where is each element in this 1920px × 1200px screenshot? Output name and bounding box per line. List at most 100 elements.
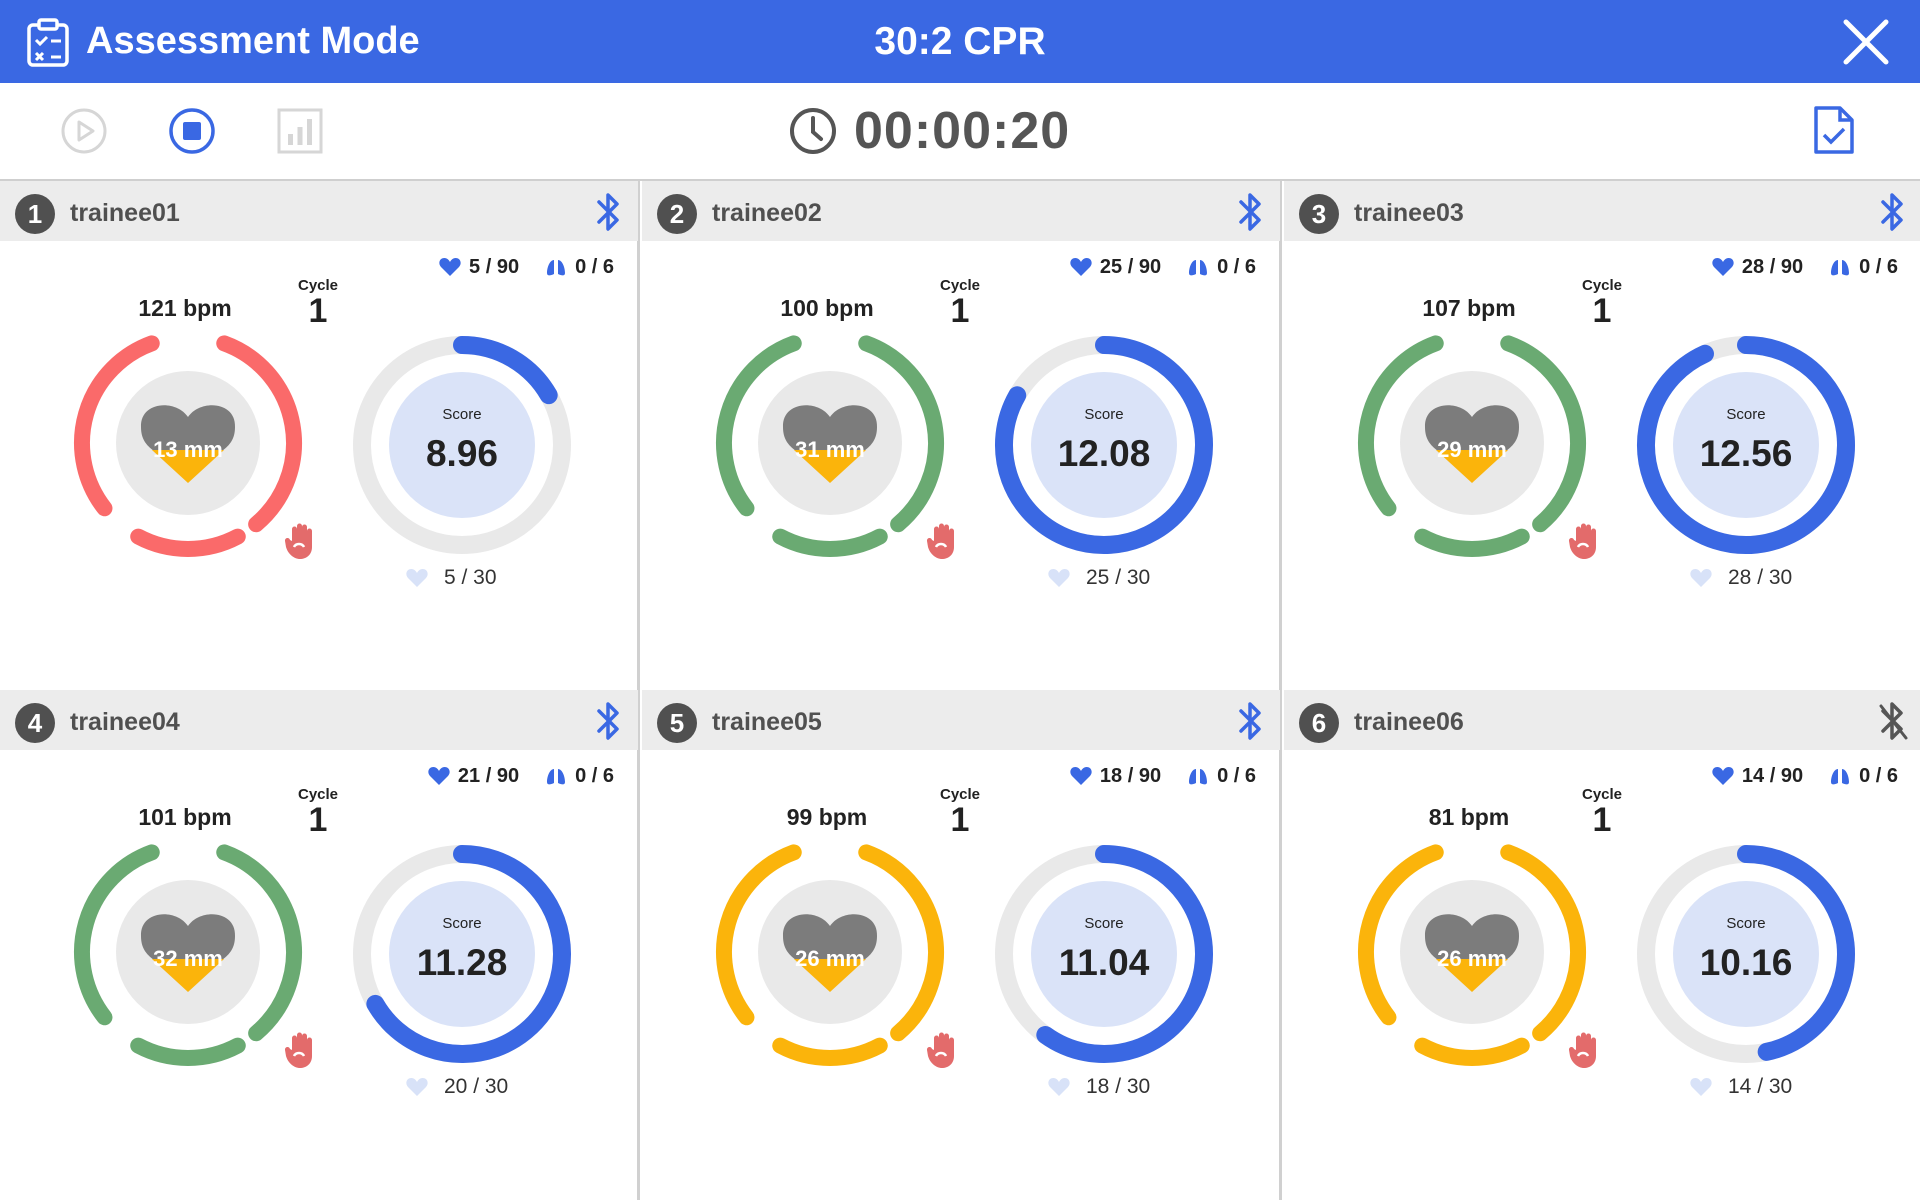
score-gauge	[995, 336, 1213, 554]
bluetooth-icon[interactable]	[1236, 700, 1266, 742]
rate-bpm: 101 bpm	[138, 804, 232, 830]
score-inner-circle	[389, 372, 535, 518]
stop-icon[interactable]	[168, 107, 216, 155]
ventilations-stat: 0 / 6	[1829, 765, 1898, 788]
trainee-header[interactable]: 2 trainee02	[642, 181, 1280, 241]
rate-arc-segment	[1358, 335, 1444, 517]
compressions-stat: 28 / 90	[1712, 256, 1803, 279]
cycle-compressions: 28 / 30	[1690, 566, 1792, 590]
rate-bpm: 121 bpm	[138, 295, 232, 321]
title-bar: Assessment Mode 30:2 CPR	[0, 0, 1920, 83]
ventilations-count: 0 / 6	[1859, 764, 1898, 787]
rate-arc-segment	[1500, 335, 1586, 533]
trainee-header[interactable]: 3 trainee03	[1284, 181, 1920, 241]
rate-depth-gauge	[74, 335, 302, 557]
bluetooth-icon[interactable]	[594, 700, 624, 742]
rate-depth-gauge	[716, 844, 944, 1066]
rate-arc-segment	[772, 1037, 888, 1066]
trainee-panel: 6 trainee06 14 / 90 0 / 6 Cycle 1 81 bpm 26 mm S…	[1284, 690, 1920, 1197]
depth-indicator-triangle	[1436, 450, 1508, 483]
score-label: Score	[442, 915, 482, 932]
compressions-count: 5 / 90	[469, 255, 520, 278]
cpr-mode-label: 30:2 CPR	[874, 20, 1046, 63]
score-label: Score	[1084, 915, 1124, 932]
heart-outline-icon	[406, 1078, 428, 1096]
timer-value: 00:00:20	[854, 102, 1071, 160]
rate-arc-segment	[216, 335, 302, 533]
rate-bpm: 99 bpm	[786, 804, 868, 830]
heart-icon	[1070, 767, 1092, 785]
bluetooth-icon[interactable]	[594, 191, 624, 233]
hand-position-icon	[926, 1032, 954, 1068]
compression-ventilation-stats: 18 / 90 0 / 6	[1044, 762, 1256, 790]
ventilations-stat: 0 / 6	[1187, 765, 1256, 788]
rate-depth-gauge	[716, 335, 944, 557]
depth-value: 31 mm	[795, 437, 865, 462]
lungs-icon	[1189, 260, 1208, 276]
ventilations-count: 0 / 6	[1217, 764, 1256, 787]
cycle-value: 1	[950, 801, 970, 839]
score-value: 12.56	[1699, 433, 1793, 474]
ventilations-count: 0 / 6	[1859, 255, 1898, 278]
cycle-compressions: 25 / 30	[1048, 566, 1150, 590]
heart-icon	[1070, 258, 1092, 276]
compressions-count: 18 / 90	[1099, 764, 1162, 787]
score-gauge	[1637, 336, 1855, 554]
trainee-header[interactable]: 6 trainee06	[1284, 690, 1920, 750]
rate-arc-segment	[858, 844, 944, 1042]
bluetooth-disabled-icon[interactable]	[1878, 700, 1908, 742]
trainee-header[interactable]: 1 trainee01	[0, 181, 638, 241]
depth-indicator-triangle	[1436, 959, 1508, 992]
close-icon[interactable]	[1842, 18, 1890, 66]
score-value: 11.28	[416, 942, 508, 983]
trainee-number-badge: 1	[15, 194, 55, 234]
bluetooth-icon[interactable]	[1878, 191, 1908, 233]
compressions-stat: 14 / 90	[1712, 765, 1803, 788]
score-gauge	[353, 845, 571, 1063]
cycle-label: Cycle	[939, 277, 981, 294]
trainee-name: trainee02	[712, 199, 822, 227]
bluetooth-icon[interactable]	[1236, 191, 1266, 233]
document-check-icon[interactable]	[1812, 105, 1856, 155]
rate-bpm: 81 bpm	[1428, 804, 1510, 830]
rate-arc-segment	[1414, 528, 1530, 557]
heart-outline-icon	[1048, 1078, 1070, 1096]
play-icon[interactable]	[60, 107, 108, 155]
cycle-label: Cycle	[939, 786, 981, 803]
lungs-icon	[1831, 769, 1850, 785]
report-chart-icon[interactable]	[276, 107, 324, 155]
heart-depth-icon	[782, 405, 878, 451]
compression-ventilation-stats: 14 / 90 0 / 6	[1686, 762, 1898, 790]
trainee-number-badge: 5	[657, 703, 697, 743]
rate-arc-segment	[216, 844, 302, 1042]
rate-arc-segment	[1358, 844, 1444, 1026]
compressions-stat: 5 / 90	[439, 256, 519, 279]
cycle-label: Cycle	[297, 786, 339, 803]
heart-depth-icon	[1424, 914, 1520, 960]
compression-ventilation-stats: 21 / 90 0 / 6	[402, 762, 614, 790]
score-inner-circle	[1031, 372, 1177, 518]
depth-indicator-triangle	[152, 959, 224, 992]
trainee-panel: 2 trainee02 25 / 90 0 / 6 Cycle 1 100 bpm 31 mm…	[642, 181, 1280, 688]
trainee-header[interactable]: 4 trainee04	[0, 690, 638, 750]
score-label: Score	[1726, 406, 1766, 423]
cycle-compressions: 14 / 30	[1690, 1075, 1792, 1099]
score-label: Score	[1084, 406, 1124, 423]
cycle-compressions-count: 25 / 30	[1086, 566, 1151, 589]
trainee-panel: 5 trainee05 18 / 90 0 / 6 Cycle 1 99 bpm 26 mm S…	[642, 690, 1280, 1197]
score-progress-arc	[1737, 845, 1855, 1061]
cycle-compressions-count: 28 / 30	[1728, 566, 1793, 589]
session-timer: 00:00:20	[788, 102, 1070, 160]
score-progress-arc	[366, 845, 571, 1063]
cycle-label: Cycle	[1581, 277, 1623, 294]
depth-value: 26 mm	[795, 946, 865, 971]
lungs-icon	[547, 769, 566, 785]
score-gauge	[353, 336, 571, 554]
cycle-compressions: 18 / 30	[1048, 1075, 1150, 1099]
cycle-compressions-count: 14 / 30	[1728, 1075, 1793, 1098]
trainee-header[interactable]: 5 trainee05	[642, 690, 1280, 750]
trainee-panel: 3 trainee03 28 / 90 0 / 6 Cycle 1 107 bpm 29 mm…	[1284, 181, 1920, 688]
rate-arc-segment	[74, 844, 160, 1026]
score-gauge	[995, 845, 1213, 1063]
heart-icon	[1712, 258, 1734, 276]
